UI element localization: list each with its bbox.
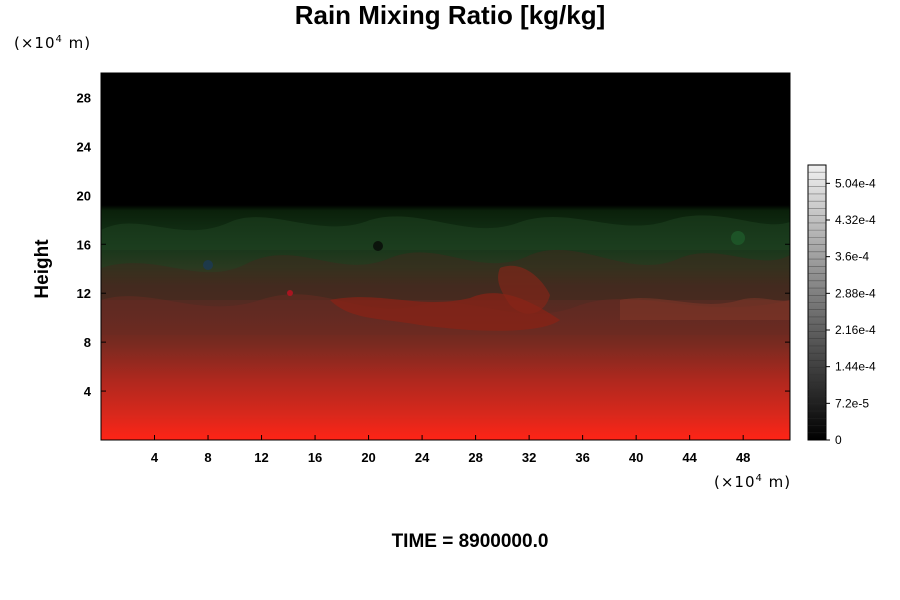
x-tick-label: 32 [522, 450, 536, 465]
colorbar-ticks: 0 7.2e-5 1.44e-4 2.16e-4 2.88e-4 3.6e-4 4.32e-… [826, 176, 876, 447]
x-tick-label: 44 [682, 450, 697, 465]
y-tick-label: 20 [77, 188, 91, 203]
colorbar-tick-label: 2.88e-4 [835, 286, 876, 300]
x-tick-label: 16 [308, 450, 322, 465]
y-tick-label: 12 [77, 286, 91, 301]
y-tick-label: 4 [84, 384, 92, 399]
colorbar-tick-label: 0 [835, 433, 842, 447]
chart-title: Rain Mixing Ratio [kg/kg] [294, 0, 606, 30]
y-axis-ticks: 4 8 12 16 20 24 28 [77, 90, 790, 399]
x-tick-label: 40 [629, 450, 643, 465]
x-tick-label: 20 [361, 450, 375, 465]
field-texture [101, 215, 790, 335]
x-tick-label: 28 [468, 450, 482, 465]
x-tick-label: 12 [254, 450, 268, 465]
x-tick-label: 36 [575, 450, 589, 465]
x-tick-label: 24 [415, 450, 430, 465]
colorbar-tick-label: 4.32e-4 [835, 213, 876, 227]
colorbar-bands [808, 171, 826, 434]
x-axis-ticks: 4 8 12 16 20 24 28 32 36 40 44 48 [151, 73, 750, 465]
x-axis-unit: (×104 m) [714, 473, 792, 491]
colorbar-tick-label: 2.16e-4 [835, 323, 876, 337]
colorbar-tick-label: 5.04e-4 [835, 176, 876, 190]
y-tick-label: 8 [84, 335, 91, 350]
colorbar-tick-label: 7.2e-5 [835, 396, 869, 410]
x-tick-label: 48 [736, 450, 750, 465]
y-tick-label: 24 [77, 139, 92, 154]
x-tick-label: 8 [204, 450, 211, 465]
x-tick-label: 4 [151, 450, 159, 465]
colorbar-tick-label: 3.6e-4 [835, 250, 869, 264]
y-tick-label: 16 [77, 237, 91, 252]
y-axis-unit: (×104 m) [14, 34, 92, 52]
time-label: TIME = 8900000.0 [391, 531, 549, 552]
colorbar-tick-label: 1.44e-4 [835, 360, 876, 374]
plot-frame [100, 72, 791, 441]
y-tick-label: 28 [77, 90, 91, 105]
